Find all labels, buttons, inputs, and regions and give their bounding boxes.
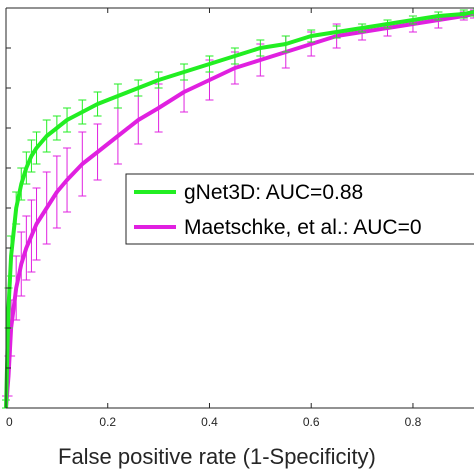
series-layer [2,7,474,409]
legend-box [125,173,474,245]
axes-layer: 0 0.2 0.4 0.6 0.8 [5,7,474,429]
x-tick-label: 0.4 [201,415,218,429]
legend-label-gnet3d: gNet3D: AUC=0.88 [184,181,363,204]
series-0 [2,7,474,409]
x-tick-label: 0.6 [303,415,320,429]
x-tick-label: 0.8 [405,415,422,429]
legend: gNet3D: AUC=0.88 Maetschke, et al.: AUC=… [125,173,474,245]
series-line [4,10,474,409]
series-line [4,12,474,409]
legend-label-maetschke: Maetschke, et al.: AUC=0 [184,216,422,239]
x-tick-label: 0.2 [99,415,116,429]
x-tick-label: 0 [6,415,13,429]
x-axis-title: False positive rate (1-Specificity) [58,444,376,469]
